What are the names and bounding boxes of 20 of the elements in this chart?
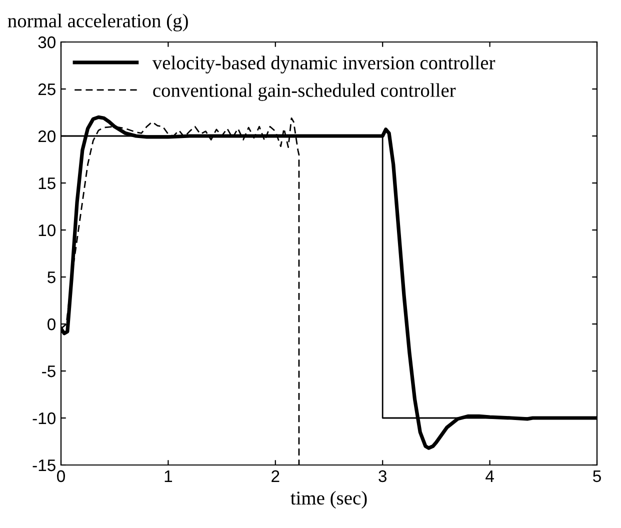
y-tick-label: 20 [38, 130, 56, 142]
y-tick-label: -10 [32, 412, 56, 424]
legend-label: velocity-based dynamic inversion controller [152, 56, 496, 74]
y-tick-label: 5 [48, 272, 56, 284]
x-tick-label: 0 [57, 470, 65, 482]
x-tick-label: 3 [378, 470, 386, 482]
x-tick-label: 1 [164, 470, 172, 482]
y-tick-label: 25 [38, 83, 56, 96]
y-tick-label: -15 [32, 460, 56, 472]
y-tick-label: 30 [38, 36, 56, 48]
legend-label: conventional gain-scheduled controller [153, 83, 456, 101]
x-tick-label: 4 [486, 470, 494, 482]
y-tick-label: 10 [38, 224, 56, 236]
y-tick-label: 15 [38, 178, 56, 190]
x-axis-title: time (sec) [290, 490, 367, 509]
y-tick-label: 0 [48, 318, 56, 330]
y-axis-title: normal acceleration (g) [8, 14, 188, 32]
x-tick-label: 2 [272, 470, 280, 482]
y-tick-label: -5 [42, 366, 56, 378]
x-tick-label: 5 [593, 470, 601, 482]
